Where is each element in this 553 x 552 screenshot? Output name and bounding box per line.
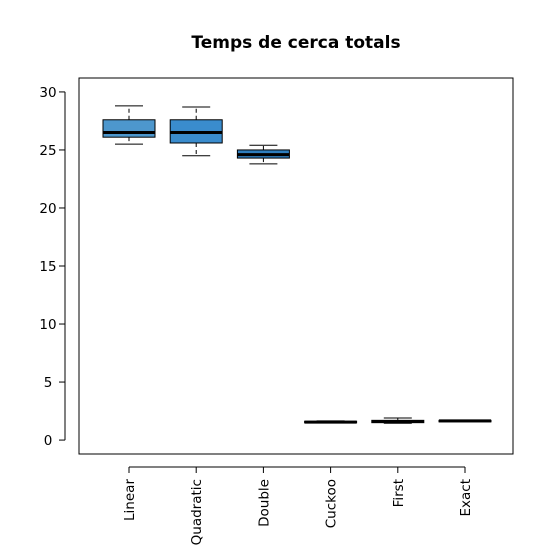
x-tick-label: Linear (122, 479, 138, 521)
y-axis: 0 5 10 15 20 25 30 (39, 85, 66, 449)
y-tick-label: 0 (44, 433, 53, 449)
box-first (371, 417, 425, 424)
x-tick-label: Cuckoo (324, 479, 340, 528)
box-quadratic (169, 106, 223, 157)
y-tick-label: 20 (39, 201, 56, 217)
box-series (102, 105, 492, 424)
x-axis: Linear Quadratic Double Cuckoo First Exact (122, 466, 474, 545)
x-tick-label: Exact (458, 479, 474, 517)
y-tick-label: 15 (39, 259, 56, 275)
plot-frame (78, 77, 514, 455)
y-tick-label: 30 (39, 85, 56, 101)
box-linear (102, 105, 156, 145)
y-tick-label: 10 (39, 317, 56, 333)
box-exact (438, 419, 492, 423)
y-tick-label: 5 (44, 375, 53, 391)
y-tick-label: 25 (39, 143, 56, 159)
chart-title: Temps de cerca totals (191, 33, 400, 53)
box-double (236, 144, 290, 165)
box-cuckoo (304, 420, 358, 424)
iqr-box (102, 119, 156, 138)
x-tick-label: Quadratic (189, 479, 205, 545)
x-tick-label: Double (256, 479, 272, 527)
x-tick-label: First (391, 479, 407, 507)
